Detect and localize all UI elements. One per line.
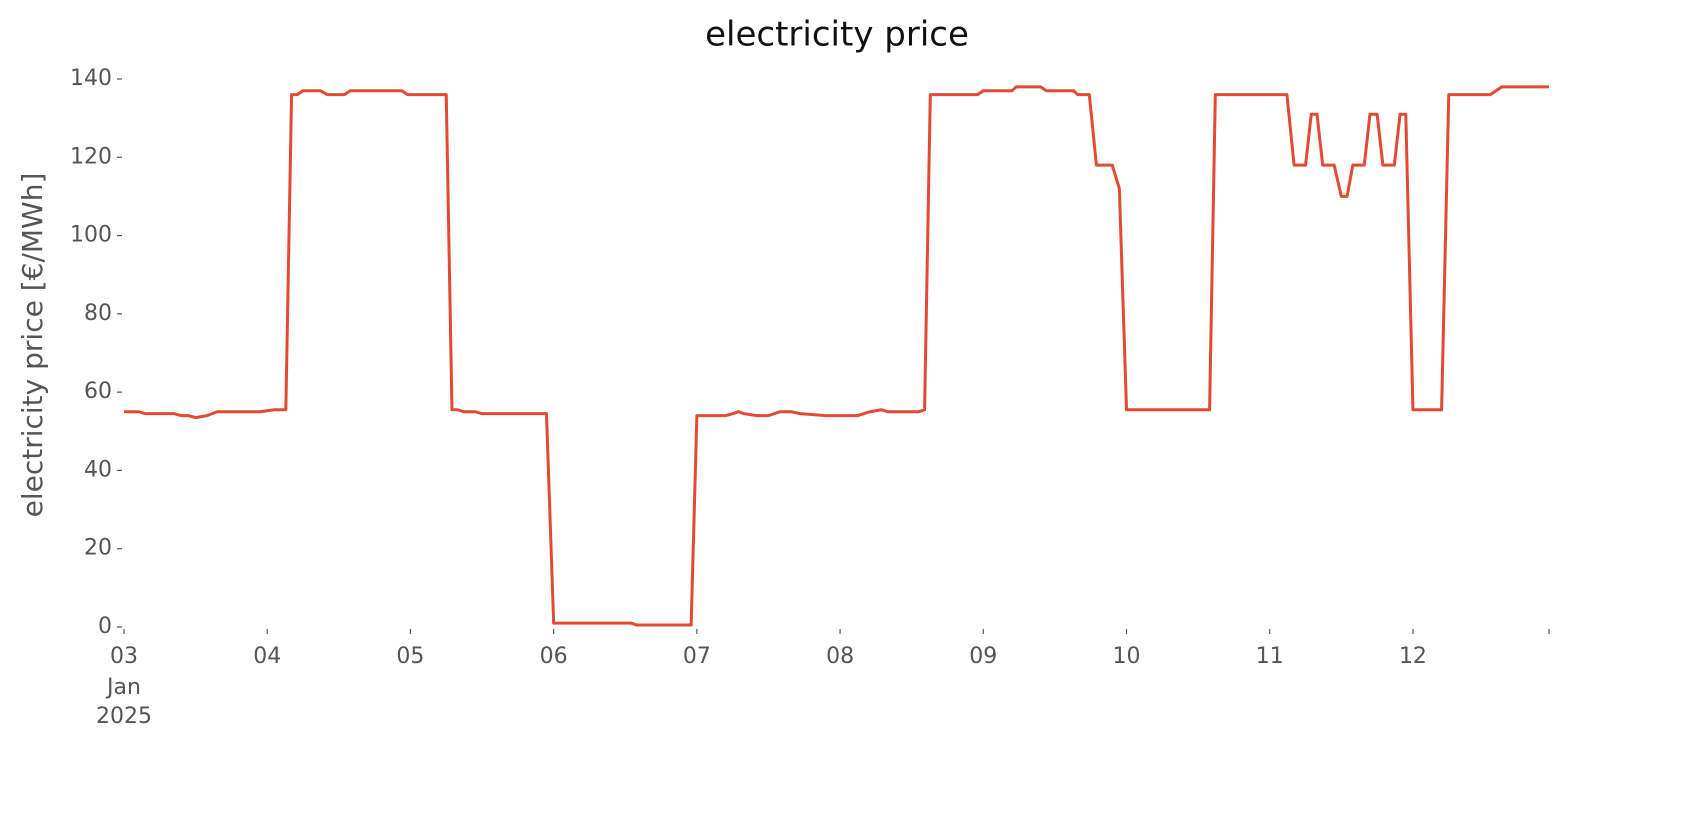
y-tick-label: 40 [84, 457, 112, 482]
x-tick-label: 09 [969, 644, 997, 669]
y-tick-label: 120 [70, 144, 112, 169]
x-tick-label: 08 [826, 644, 854, 669]
x-tick-label: 03 [110, 644, 138, 669]
x-tick-label: 04 [253, 644, 281, 669]
y-tick-label: 60 [84, 379, 112, 404]
x-tick-label: 05 [396, 644, 424, 669]
x-tick-sublabel: Jan [105, 675, 141, 700]
x-tick-label: 11 [1256, 644, 1284, 669]
y-axis-label: electricity price [€/MWh] [16, 173, 49, 518]
y-tick-label: 20 [84, 536, 112, 561]
x-tick-label: 07 [683, 644, 711, 669]
x-tick-label: 12 [1399, 644, 1427, 669]
y-tick-label: 140 [70, 66, 112, 91]
chart-title: electricity price [705, 15, 969, 55]
x-tick-label: 10 [1113, 644, 1141, 669]
x-tick-label: 06 [540, 644, 568, 669]
x-tick-sublabel: 2025 [96, 704, 152, 729]
y-tick-label: 100 [70, 223, 112, 248]
y-tick-label: 80 [84, 301, 112, 326]
price-line [124, 85, 1549, 627]
y-tick-label: 0 [98, 614, 112, 639]
